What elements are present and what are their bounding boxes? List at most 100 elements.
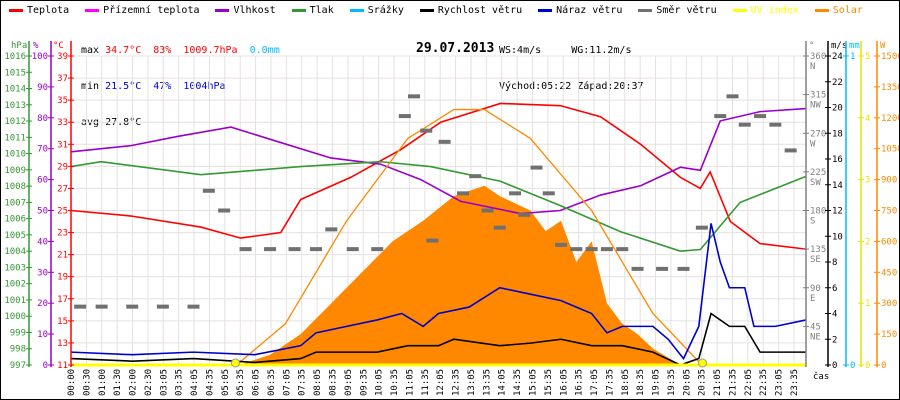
axis-tick-label-humidity: 80 [37,114,48,124]
axis-unit-humidity: % [33,41,39,51]
x-tick-label: 01:30 [113,369,123,396]
legend-item: Vlhkost [215,5,276,16]
wind-direction-mark [714,114,727,119]
axis-unit-rain: mm [849,41,860,51]
axis-tick-label-pressure: 1000 [4,312,26,322]
axis-tick-label-wind: 22 [832,78,843,88]
axis-tick-label-wind: 24 [832,52,843,62]
legend-item: Náraz větru [538,5,622,16]
wind-direction-mark [408,94,420,99]
x-tick-label: 17:35 [605,369,615,396]
x-tick-label: 20:35 [698,369,708,396]
wind-direction-mark [726,94,739,99]
wind-direction-mark [202,188,215,193]
legend-label: Tlak [309,5,334,16]
legend-label: Srážky [367,5,404,16]
wind-direction-mark [570,247,583,252]
legend-item: Teplota [9,5,69,16]
axis-tick-label-pressure: 997 [10,361,26,371]
axis-tick-label-direction: 135 [810,245,826,255]
axis-tick-label-uv: 1 [865,299,870,309]
wind-direction-mark [695,225,708,230]
axis-tick-label-pressure: 1003 [4,263,26,273]
x-tick-label: 01:00 [98,369,108,396]
axis-tick-label-pressure: 1014 [4,85,26,95]
sun-marker [230,358,240,368]
max-temp: 34.7°C [105,45,142,56]
axis-unit-solar: W [880,41,886,51]
x-tick-label: 12:05 [436,369,446,396]
wind-direction-mark [481,208,494,213]
x-tick-label: 19:35 [667,369,677,396]
axis-tick-label-temperature: 15 [57,317,68,327]
axis-tick-label-temperature: 21 [57,251,68,261]
x-tick-label: 18:05 [621,369,631,396]
axis-unit-pressure: hPa [11,41,27,51]
x-tick-label: 16:35 [575,369,585,396]
x-tick-label: 15:05 [528,369,538,396]
wind-direction-mark [264,247,277,252]
axis-tick-label-uv: 3 [865,176,870,186]
axis-tick-label-pressure: 1016 [4,52,26,62]
x-tick-label: 07:05 [282,369,292,396]
axis-tick-label-uv: 5 [865,52,870,62]
axis-tick-label-pressure: 1015 [4,68,26,78]
axis-tick-label-pressure: 1012 [4,117,26,127]
x-tick-label: 05:35 [236,369,246,396]
wind-direction-mark [156,304,169,309]
axis-tick-label-direction: 225 [810,168,826,178]
min-pressure: 1004hPa [183,81,226,92]
x-tick-label: 15:35 [544,369,554,396]
wind-direction-mark [371,247,384,252]
axis-tick-label-temperature: 19 [57,273,68,283]
wind-direction-mark [469,174,482,179]
x-tick-label: 02:00 [129,369,139,396]
legend-swatch [638,9,653,12]
axis-tick-label-pressure: 998 [10,345,26,355]
x-tick-label: 06:05 [252,369,262,396]
legend-swatch [349,9,364,12]
legend-swatch [419,9,434,12]
axis-tick-label-solar: 1350 [881,83,899,93]
wind-direction-mark [677,266,690,271]
series-line-teplota [70,102,807,250]
axis-tick-label-wind: 0 [832,361,837,371]
axis-tick-label-temperature: 27 [57,184,68,194]
series-line-náraz-větru [70,223,807,361]
max-pressure: 1009.7hPa [183,45,238,56]
max-label: max [81,45,100,56]
wind-direction-mark [518,212,531,217]
wind-direction-mark [585,247,598,252]
x-tick-label: 03:35 [175,369,185,396]
axis-tick-label-solar: 450 [881,268,897,278]
x-tick-label: 17:05 [590,369,600,396]
wind-direction-mark [310,247,322,252]
legend-label: Teplota [27,5,70,16]
axis-tick-label-temperature: 31 [57,140,68,150]
axis-tick-label-rain: 0 [850,361,855,371]
legend-swatch [9,9,23,12]
x-tick-label: 16:05 [559,369,569,396]
axis-tick-label-wind: 12 [832,207,843,217]
solar-area [239,185,681,365]
wind-sun-block: WS:4m/s WG:11.2m/s Východ:05:22 Západ:20… [499,21,644,117]
axis-compass-label: S [810,217,815,227]
x-tick-label: 21:05 [713,369,723,396]
axis-compass-label: SW [810,178,821,188]
x-tick-label: 19:05 [652,369,662,396]
axis-tick-label-solar: 0 [881,361,886,371]
axis-tick-label-temperature: 25 [57,207,68,217]
wind-direction-mark [438,139,451,144]
axis-tick-label-uv: 0 [865,361,870,371]
axis-compass-label: W [810,139,816,149]
x-tick-label: 14:05 [498,369,508,396]
x-tick-label: 09:35 [359,369,369,396]
axis-tick-label-direction: 270 [810,129,826,139]
wind-direction-mark [600,247,613,252]
wind-direction-mark [346,247,359,252]
axis-tick-label-temperature: 33 [57,118,68,128]
axis-tick-label-direction: 315 [810,91,826,101]
axis-compass-label: NE [810,332,821,342]
axis-tick-label-humidity: 30 [37,268,48,278]
